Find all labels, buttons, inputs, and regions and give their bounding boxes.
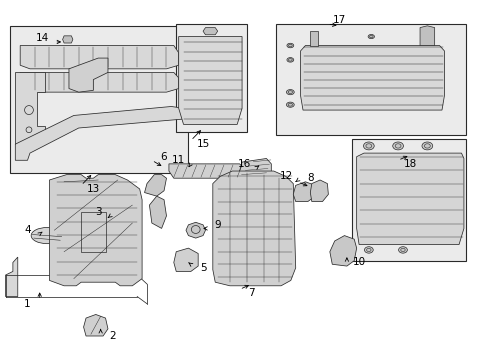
Polygon shape [212,171,295,286]
Text: 14: 14 [36,33,49,43]
Bar [276,24,466,135]
Polygon shape [149,196,166,228]
Bar [10,26,188,173]
Polygon shape [168,164,246,178]
Text: 1: 1 [24,299,31,309]
Text: 17: 17 [332,15,346,26]
Polygon shape [310,180,328,202]
Ellipse shape [286,90,294,95]
Ellipse shape [392,142,403,150]
Polygon shape [178,37,242,125]
Polygon shape [300,45,444,110]
Ellipse shape [286,43,293,48]
Text: 11: 11 [172,155,185,165]
Polygon shape [69,58,108,92]
Polygon shape [5,257,18,297]
Text: 15: 15 [196,139,209,149]
Ellipse shape [31,228,63,244]
Polygon shape [20,72,178,92]
Bar [176,24,246,132]
Ellipse shape [364,247,372,253]
Text: 7: 7 [248,288,255,298]
Text: 10: 10 [352,257,365,267]
Polygon shape [173,248,198,271]
Ellipse shape [367,35,374,39]
Ellipse shape [398,247,407,253]
Polygon shape [203,28,217,35]
Text: 8: 8 [306,173,313,183]
Polygon shape [20,45,178,69]
Text: 5: 5 [199,263,206,273]
Polygon shape [329,235,356,266]
Polygon shape [310,31,317,45]
Polygon shape [356,153,463,244]
Text: 4: 4 [24,225,31,235]
Text: 6: 6 [161,152,167,162]
Polygon shape [293,182,315,202]
Polygon shape [49,175,142,286]
Text: 16: 16 [237,159,251,169]
Polygon shape [15,107,183,160]
Text: 2: 2 [109,331,116,341]
Polygon shape [185,222,205,238]
Text: 18: 18 [403,159,416,169]
Text: 9: 9 [214,220,221,230]
Bar [351,139,466,261]
Polygon shape [15,72,44,144]
Ellipse shape [421,142,432,150]
Text: 3: 3 [95,207,102,217]
Polygon shape [83,315,108,336]
Ellipse shape [363,142,373,150]
Polygon shape [144,175,166,196]
Text: 13: 13 [86,184,100,194]
Ellipse shape [286,102,294,107]
Polygon shape [419,26,434,45]
Polygon shape [239,158,271,178]
Text: 12: 12 [279,171,292,181]
Ellipse shape [286,58,293,62]
Polygon shape [62,36,73,43]
